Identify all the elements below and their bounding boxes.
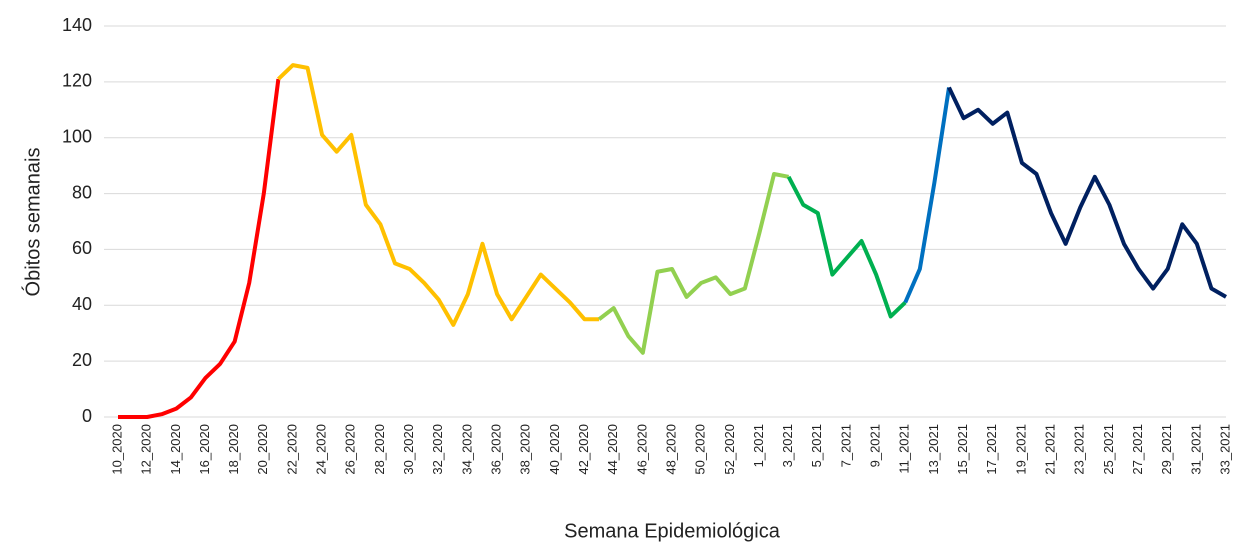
data-line [118, 78, 281, 419]
x-tick-label: 11_2021 [897, 424, 912, 474]
x-tick-label: 3_2021 [780, 424, 795, 467]
y-tick-label: 60 [72, 238, 92, 258]
x-tick-label: 9_2021 [868, 424, 883, 467]
x-tick-label: 28_2020 [372, 424, 387, 475]
y-tick-label: 40 [72, 294, 92, 314]
x-tick-label: 52_2020 [722, 424, 737, 475]
x-tick-label: 13_2021 [926, 424, 941, 475]
x-tick-label: 50_2020 [693, 424, 708, 475]
y-tick-label: 20 [72, 350, 92, 370]
x-tick-label: 30_2020 [401, 424, 416, 475]
x-tick-label: 32_2020 [430, 424, 445, 475]
x-tick-label: 26_2020 [343, 424, 358, 475]
y-tick-label: 100 [62, 126, 92, 146]
x-tick-label: 12_2020 [139, 424, 154, 475]
x-tick-label: 31_2021 [1188, 424, 1203, 475]
x-tick-label: 19_2021 [1013, 424, 1028, 475]
x-tick-label: 48_2020 [663, 424, 678, 475]
x-tick-label: 38_2020 [518, 424, 533, 475]
y-axis-title: Óbitos semanais [21, 148, 44, 297]
y-tick-label: 140 [62, 15, 92, 35]
y-tick-label: 80 [72, 182, 92, 202]
x-tick-label: 44_2020 [605, 424, 620, 475]
x-tick-label: 15_2021 [955, 424, 970, 475]
data-line [947, 86, 1227, 299]
x-tick-label: 25_2021 [1101, 424, 1116, 475]
x-tick-label: 16_2020 [197, 424, 212, 475]
x-tick-label: 40_2020 [547, 424, 562, 475]
x-tick-label: 20_2020 [255, 424, 270, 475]
x-tick-label: 27_2021 [1130, 424, 1145, 475]
x-axis-title: Semana Epidemiológica [564, 520, 781, 542]
x-tick-label: 29_2021 [1159, 424, 1174, 475]
x-tick-label: 23_2021 [1072, 424, 1087, 475]
data-line [786, 175, 907, 319]
x-tick-label: 1_2021 [751, 424, 766, 467]
data-line [276, 63, 600, 327]
y-tick-label: 0 [82, 406, 92, 426]
x-tick-label: 14_2020 [168, 424, 183, 475]
x-tick-label: 7_2021 [838, 424, 853, 467]
x-tick-label: 18_2020 [226, 424, 241, 475]
x-tick-label: 24_2020 [314, 424, 329, 475]
data-line [597, 172, 790, 355]
x-tick-label: 34_2020 [459, 424, 474, 475]
x-tick-label: 33_2021 [1217, 424, 1232, 475]
y-tick-label: 120 [62, 71, 92, 91]
x-tick-label: 22_2020 [284, 424, 299, 475]
x-tick-label: 17_2021 [984, 424, 999, 475]
x-tick-label: 46_2020 [634, 424, 649, 475]
data-line [903, 87, 951, 304]
x-tick-label: 10_2020 [109, 424, 124, 475]
x-tick-label: 5_2021 [809, 424, 824, 467]
x-tick-label: 36_2020 [488, 424, 503, 475]
x-tick-label: 42_2020 [576, 424, 591, 475]
x-tick-label: 21_2021 [1042, 424, 1057, 475]
